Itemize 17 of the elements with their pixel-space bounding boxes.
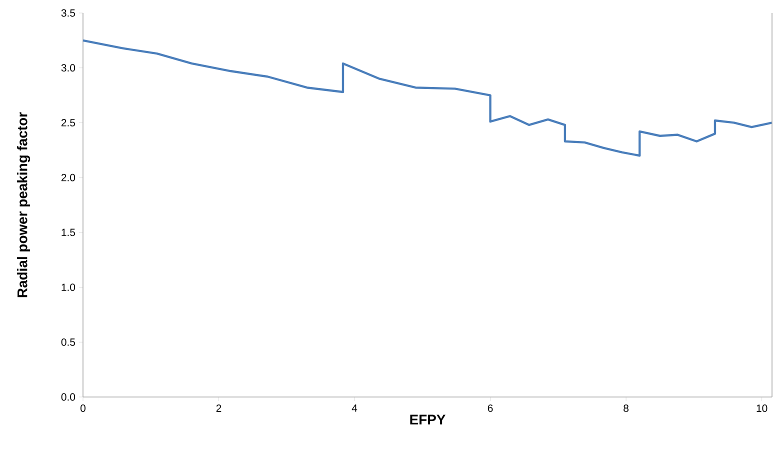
y-tick-label: 3.0	[61, 64, 76, 72]
y-tick-label: 2.0	[61, 174, 76, 182]
y-tick-label: 1.0	[62, 284, 76, 291]
y-axis-title: Radial power peaking factor	[17, 112, 30, 298]
y-tick-label: 0.0	[61, 393, 76, 401]
x-tick-label: 6	[488, 404, 493, 412]
x-axis-title: EFPY	[410, 414, 446, 424]
y-tick-label: 2.5	[61, 119, 76, 126]
y-tick-label: 0.5	[61, 338, 76, 346]
x-tick-label: 10	[756, 404, 768, 412]
x-tick-label: 8	[624, 404, 629, 412]
y-tick-label: 3.5	[61, 9, 76, 17]
line-series	[82, 39, 774, 157]
x-tick-label: 0	[80, 404, 86, 412]
x-tick-label: 4	[352, 404, 358, 412]
y-tick-label: 1.5	[62, 228, 76, 236]
x-tick-label: 2	[216, 404, 222, 412]
